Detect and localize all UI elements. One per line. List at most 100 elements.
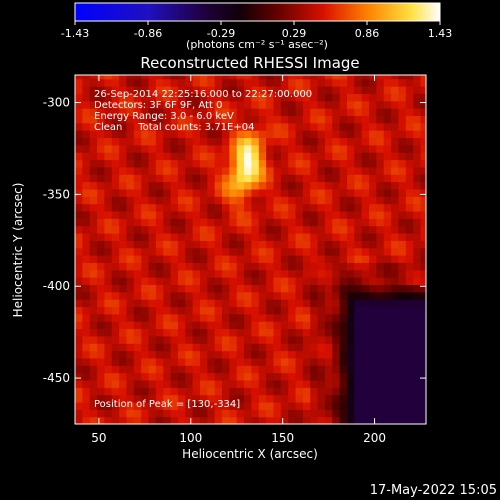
heatmap-cell <box>207 144 216 153</box>
heatmap-cell <box>266 166 275 175</box>
heatmap-cell <box>119 174 128 183</box>
heatmap-cell <box>141 284 150 293</box>
heatmap-cell <box>207 203 216 212</box>
heatmap-cell <box>405 159 414 168</box>
heatmap-cell <box>405 86 414 94</box>
heatmap-cell <box>229 313 238 322</box>
heatmap-cell <box>148 335 157 344</box>
heatmap-cell <box>163 357 172 366</box>
heatmap-cell <box>346 93 355 102</box>
heatmap-cell <box>75 78 83 87</box>
heatmap-cell <box>398 174 407 183</box>
heatmap-cell <box>324 122 333 131</box>
heatmap-cell <box>82 394 91 403</box>
heatmap-cell <box>82 130 91 139</box>
heatmap-cell <box>236 122 245 131</box>
heatmap-cell <box>214 188 223 197</box>
heatmap-cell <box>163 299 172 308</box>
heatmap-cell <box>383 269 392 278</box>
heatmap-cell <box>273 269 282 278</box>
heatmap-cell <box>155 100 164 109</box>
heatmap-cell <box>420 255 426 263</box>
heatmap-cell <box>192 159 201 168</box>
heatmap-cell <box>244 137 253 146</box>
heatmap-cell <box>236 335 245 344</box>
heatmap-cell <box>398 108 407 117</box>
heatmap-cell <box>222 174 230 183</box>
heatmap-cell <box>258 159 267 168</box>
heatmap-cell <box>104 210 113 219</box>
heatmap-cell <box>339 166 348 175</box>
heatmap-cell <box>185 130 194 139</box>
heatmap-cell <box>266 196 275 205</box>
heatmap-cell <box>185 277 194 285</box>
heatmap-cell <box>361 343 370 352</box>
heatmap-cell <box>236 313 245 322</box>
heatmap-cell <box>354 196 363 205</box>
heatmap-cell <box>185 75 194 80</box>
heatmap-cell <box>391 409 400 418</box>
heatmap-cell <box>346 78 355 87</box>
heatmap-cell <box>104 328 113 337</box>
heatmap-cell <box>420 387 426 396</box>
heatmap-cell <box>317 93 326 102</box>
heatmap-cell <box>258 394 267 403</box>
heatmap-cell <box>119 122 128 131</box>
heatmap-cell <box>229 203 238 212</box>
heatmap-cell <box>104 203 113 212</box>
heatmap-cell <box>317 188 326 197</box>
heatmap-cell <box>251 387 260 396</box>
heatmap-cell <box>324 166 333 175</box>
heatmap-cell <box>413 416 422 424</box>
heatmap-cell <box>163 225 172 234</box>
heatmap-cell <box>119 357 128 366</box>
heatmap-cell <box>346 306 355 315</box>
heatmap-cell <box>229 335 238 344</box>
heatmap-cell <box>317 137 326 146</box>
heatmap-cell <box>75 357 83 366</box>
heatmap-cell <box>229 181 238 190</box>
heatmap-cell <box>229 122 238 131</box>
heatmap-cell <box>163 196 172 205</box>
heatmap-cell <box>155 115 164 124</box>
heatmap-cell <box>97 299 106 308</box>
heatmap-cell <box>185 181 194 190</box>
heatmap-cell <box>192 130 201 139</box>
heatmap-cell <box>369 321 377 330</box>
heatmap-cell <box>324 284 333 293</box>
heatmap-cell <box>398 115 407 124</box>
heatmap-cell <box>89 262 98 271</box>
heatmap-cell <box>141 218 150 227</box>
heatmap-cell <box>273 115 282 124</box>
heatmap-cell <box>214 401 223 410</box>
heatmap-cell <box>104 284 113 293</box>
heatmap-cell <box>273 218 282 227</box>
heatmap-cell <box>302 401 311 410</box>
heatmap-cell <box>185 159 194 168</box>
heatmap-cell <box>192 247 201 256</box>
heatmap-cell <box>97 379 106 388</box>
heatmap-cell <box>280 313 289 322</box>
heatmap-cell <box>244 130 253 139</box>
heatmap-cell <box>413 269 422 278</box>
heatmap-cell <box>324 137 333 146</box>
heatmap-cell <box>398 152 407 161</box>
heatmap-cell <box>75 232 83 241</box>
heatmap-cell <box>376 232 385 241</box>
heatmap-cell <box>391 196 400 205</box>
heatmap-cell <box>324 343 333 352</box>
heatmap-cell <box>148 394 157 403</box>
heatmap-cell <box>258 203 267 212</box>
heatmap-cell <box>185 306 194 315</box>
heatmap-cell <box>339 93 348 102</box>
heatmap-cell <box>391 401 400 410</box>
heatmap-cell <box>266 401 275 410</box>
heatmap-cell <box>163 262 172 271</box>
heatmap-cell <box>141 365 150 374</box>
heatmap-cell <box>369 255 377 263</box>
heatmap-cell <box>413 240 422 249</box>
heatmap-cell <box>258 313 267 322</box>
heatmap-cell <box>170 262 179 271</box>
heatmap-cell <box>177 284 186 293</box>
heatmap-cell <box>266 218 275 227</box>
